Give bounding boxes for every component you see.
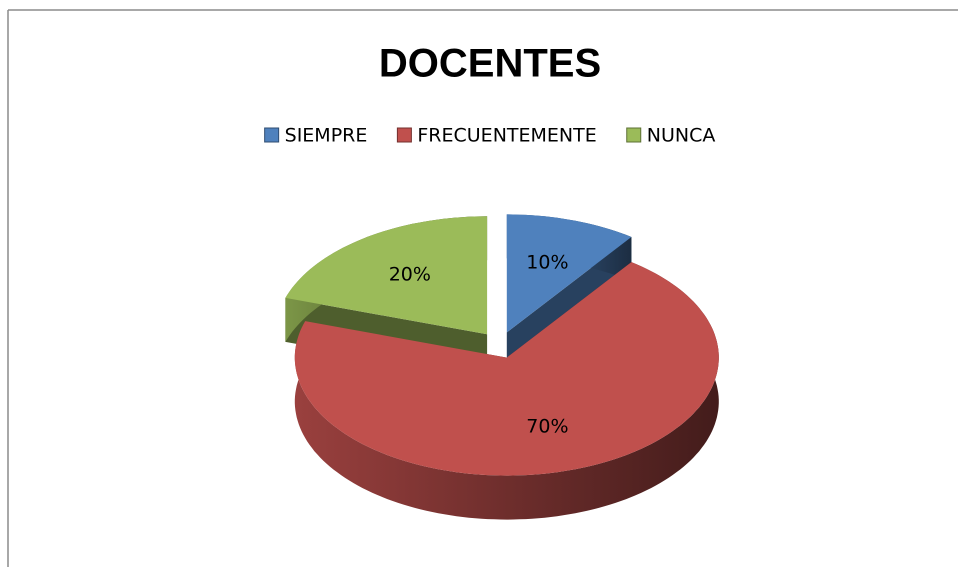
- legend-label: NUNCA: [647, 125, 716, 147]
- chart-title: DOCENTES: [379, 42, 601, 86]
- data-label: 20%: [389, 264, 431, 286]
- data-label: 70%: [526, 416, 568, 438]
- legend-label: SIEMPRE: [285, 125, 368, 147]
- data-label: 10%: [526, 251, 568, 273]
- pie: 10% 70% 20%: [285, 214, 719, 520]
- legend-swatch: [626, 127, 642, 143]
- legend: SIEMPRE FRECUENTEMENTE NUNCA: [264, 125, 716, 147]
- legend-label: FRECUENTEMENTE: [417, 125, 596, 147]
- slice: [285, 216, 488, 335]
- slice: [294, 262, 719, 476]
- legend-swatch: [264, 127, 280, 143]
- slice: [506, 214, 632, 333]
- legend-swatch: [396, 127, 412, 143]
